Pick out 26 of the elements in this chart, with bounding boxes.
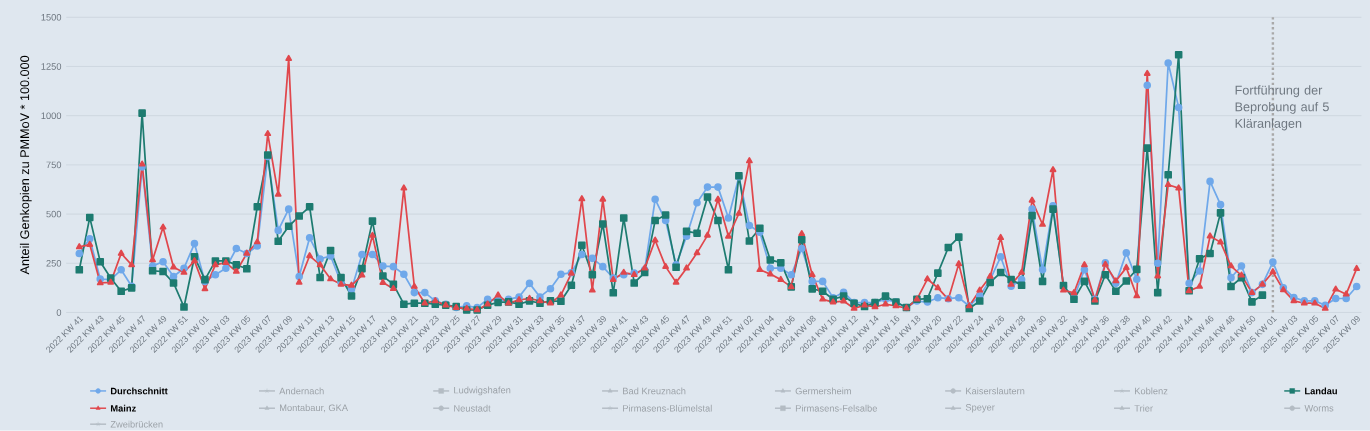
legend-label: Montabaur, GKA [280, 404, 349, 413]
legend-label: Durchschnitt [110, 387, 168, 395]
y-tick-label: 250 [46, 260, 62, 267]
y-tick-label: 500 [46, 210, 62, 218]
legend-label: Worms [1304, 405, 1334, 412]
ref-line-label: Fortführung der Beprobung auf 5 Kläranlagen [1235, 85, 1329, 131]
y-tick-label: 1250 [41, 63, 62, 70]
legend-label: Speyer [965, 404, 995, 413]
y-tick-label: 1000 [41, 112, 62, 120]
legend-label: Koblenz [1135, 387, 1168, 395]
legend-label: Zweibrücken [110, 420, 163, 428]
legend-label: Kaiserslautern [966, 387, 1025, 395]
legend-label: Neustadt [454, 404, 491, 412]
legend-label: Bad Kreuznach [623, 387, 686, 395]
legend-label: Trier [1134, 404, 1153, 412]
y-axis-title: Anteil Genkopien zu PMMoV * 100.000 [19, 55, 32, 275]
legend-label: Andernach [279, 387, 324, 395]
legend-label: Landau [1305, 387, 1337, 395]
legend-label: Germersheim [795, 387, 851, 395]
legend-label: Mainz [110, 404, 136, 412]
y-tick-label: 750 [46, 161, 62, 169]
legend-label: Ludwigshafen [454, 386, 511, 396]
y-tick-label: 1500 [41, 14, 62, 21]
legend-label: Pirmasens-Blümelstal [623, 404, 712, 412]
legend-label: Pirmasens-Felsalbe [795, 404, 877, 412]
y-tick-label: 0 [56, 309, 62, 316]
